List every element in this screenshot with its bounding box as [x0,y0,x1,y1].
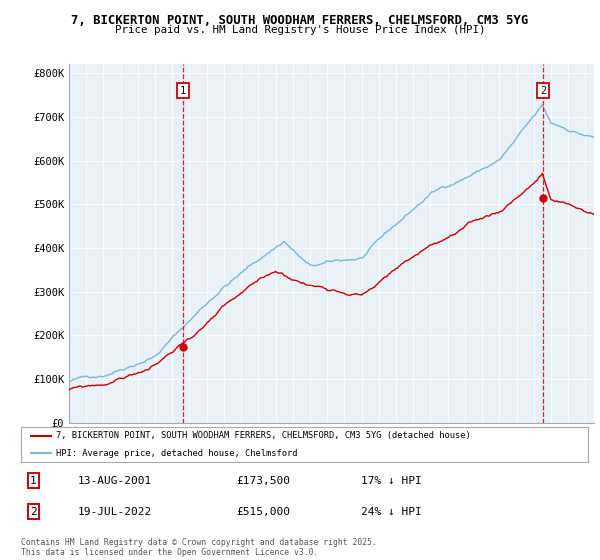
Text: 1: 1 [180,86,186,96]
Text: 13-AUG-2001: 13-AUG-2001 [78,476,152,486]
Text: £515,000: £515,000 [236,507,290,517]
Text: HPI: Average price, detached house, Chelmsford: HPI: Average price, detached house, Chel… [56,449,298,458]
Text: 2: 2 [30,507,37,517]
Text: 24% ↓ HPI: 24% ↓ HPI [361,507,422,517]
Text: 19-JUL-2022: 19-JUL-2022 [78,507,152,517]
Text: 7, BICKERTON POINT, SOUTH WOODHAM FERRERS, CHELMSFORD, CM3 5YG: 7, BICKERTON POINT, SOUTH WOODHAM FERRER… [71,14,529,27]
Text: £173,500: £173,500 [236,476,290,486]
Text: 17% ↓ HPI: 17% ↓ HPI [361,476,422,486]
Text: 1: 1 [30,476,37,486]
Text: This data is licensed under the Open Government Licence v3.0.: This data is licensed under the Open Gov… [21,548,319,557]
Text: Price paid vs. HM Land Registry's House Price Index (HPI): Price paid vs. HM Land Registry's House … [115,25,485,35]
Text: 7, BICKERTON POINT, SOUTH WOODHAM FERRERS, CHELMSFORD, CM3 5YG (detached house): 7, BICKERTON POINT, SOUTH WOODHAM FERRER… [56,431,471,441]
Text: 2: 2 [540,86,547,96]
Text: Contains HM Land Registry data © Crown copyright and database right 2025.: Contains HM Land Registry data © Crown c… [21,538,377,547]
